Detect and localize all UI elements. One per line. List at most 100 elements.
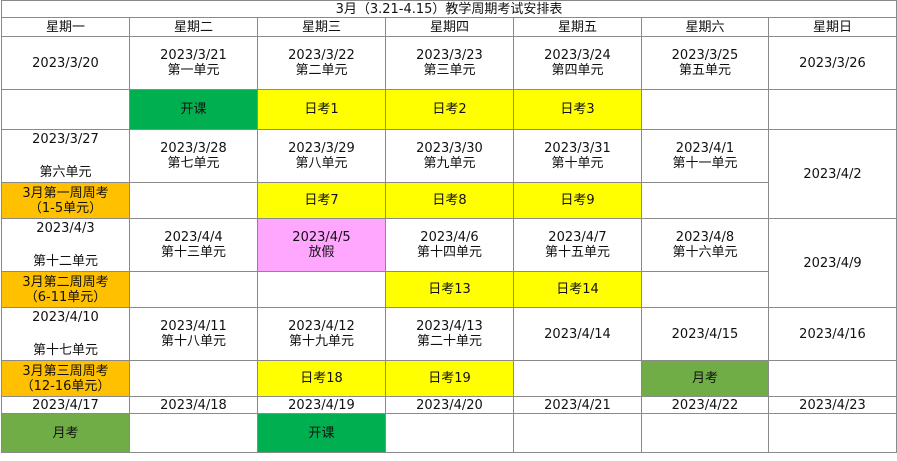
unit-text: 第十六单元 [672,245,738,260]
weekday-header: 星期一 [1,17,130,37]
event-cell [641,271,769,308]
event-cell [641,89,769,130]
date-cell: 2023/4/15 [641,307,769,361]
event-cell [129,182,258,219]
date-text: 2023/4/3 [36,221,95,236]
date-text: 2023/3/31 [544,141,611,156]
date-text: 2023/4/7 [548,230,607,245]
unit-text: 第七单元 [167,156,220,171]
unit-text: 第十九单元 [288,334,354,349]
date-text: 2023/3/30 [416,141,483,156]
date-text: 2023/3/25 [671,48,739,63]
date-text: 2023/3/22 [288,48,355,63]
event-text: 3月第二周周考 [22,274,109,290]
date-cell: 2023/4/7 第十五单元 [513,218,642,272]
date-cell: 2023/3/21 第一单元 [129,36,258,90]
event-cell-monthly-exam: 月考 [1,413,130,453]
event-range-text: （1-5单元） [28,200,103,216]
event-cell-daily-exam: 日考18 [257,360,386,397]
date-cell: 2023/4/9 [767,218,897,308]
date-text: 2023/4/9 [803,255,862,271]
event-text: 3月第一周周考 [22,185,109,201]
date-text: 2023/4/12 [288,319,355,334]
week4-event-row: 3月第三周周考 （12-16单元） 日考18 日考19 月考 [1,360,897,397]
week2-event-row: 3月第一周周考 （1-5单元） 日考7 日考8 日考9 [1,182,897,219]
date-cell: 2023/3/22 第二单元 [257,36,386,90]
event-cell [641,413,769,453]
event-cell-daily-exam: 日考2 [385,89,514,130]
event-cell-daily-exam: 日考13 [385,271,514,308]
event-cell-daily-exam: 日考19 [385,360,514,397]
weekday-header: 星期六 [641,17,769,37]
weekday-header: 星期四 [385,17,514,37]
date-cell: 2023/3/26 [767,36,897,90]
date-cell: 2023/4/13 第二十单元 [385,307,514,361]
event-cell [129,413,258,453]
date-text: 2023/4/14 [544,326,611,342]
unit-text: 第二十单元 [416,334,482,349]
date-text: 2023/4/16 [799,326,866,342]
date-cell: 2023/4/14 [513,307,642,361]
event-cell [641,182,769,219]
unit-text: 第四单元 [551,63,604,78]
event-cell-weekly-exam: 3月第一周周考 （1-5单元） [1,182,130,219]
date-text: 2023/4/1 [675,141,735,156]
event-cell-daily-exam: 日考14 [513,271,642,308]
date-text: 2023/4/4 [164,230,223,245]
date-cell: 2023/4/17 [1,396,130,414]
date-text: 2023/4/10 [32,310,99,325]
unit-text: 第十二单元 [32,254,98,269]
date-text: 2023/3/21 [160,48,227,63]
date-text: 2023/3/26 [799,55,866,71]
date-text: 2023/4/8 [675,230,735,245]
date-cell: 2023/4/6 第十四单元 [385,218,514,272]
date-cell: 2023/4/12 第十九单元 [257,307,386,361]
week2-date-row: 2023/3/27 第六单元 2023/3/28 第七单元 2023/3/29 第八单… [1,129,897,219]
date-cell: 2023/4/22 [641,396,769,414]
week5-date-row: 2023/4/17 2023/4/18 2023/4/19 2023/4/20 … [1,396,897,414]
event-cell [513,413,642,453]
unit-text: 第十单元 [551,156,604,171]
week5-event-row: 月考 开课 [1,413,897,453]
date-cell: 2023/3/29 第八单元 [257,129,386,183]
unit-text: 第十三单元 [160,245,226,260]
date-cell: 2023/4/11 第十八单元 [129,307,258,361]
date-text: 2023/3/23 [416,48,483,63]
date-cell: 2023/3/31 第十单元 [513,129,642,183]
event-text: 3月第三周周考 [22,363,109,379]
event-range-text: （6-11单元） [24,289,107,305]
date-text: 2023/3/28 [160,141,227,156]
week4-date-row: 2023/4/10 第十七单元 2023/4/11 第十八单元 2023/4/12 第… [1,307,897,361]
event-cell-start: 开课 [257,413,386,453]
date-text: 2023/3/24 [544,48,611,63]
date-cell: 2023/4/10 第十七单元 [1,307,130,361]
unit-text: 第十四单元 [416,245,482,260]
unit-text: 第十七单元 [32,343,98,358]
event-cell-daily-exam: 日考8 [385,182,514,219]
date-cell: 2023/4/2 [767,129,897,219]
date-cell: 2023/4/3 第十二单元 [1,218,130,272]
event-cell [767,89,897,130]
weekday-header: 星期五 [513,17,642,37]
unit-text: 第九单元 [423,156,476,171]
date-cell: 2023/4/16 [767,307,897,361]
weekday-header: 星期日 [767,17,897,37]
event-cell-daily-exam: 日考3 [513,89,642,130]
event-cell [257,271,386,308]
date-text: 2023/4/15 [671,326,739,342]
date-cell: 2023/3/27 第六单元 [1,129,130,183]
week1-event-row: 开课 日考1 日考2 日考3 [1,89,897,130]
unit-text: 第三单元 [423,63,476,78]
date-cell: 2023/4/20 [385,396,514,414]
date-cell: 2023/4/23 [767,396,897,414]
date-cell: 2023/3/23 第三单元 [385,36,514,90]
event-cell-daily-exam: 日考7 [257,182,386,219]
date-text: 2023/4/11 [160,319,227,334]
weekday-header-row: 星期一 星期二 星期三 星期四 星期五 星期六 星期日 [1,17,897,37]
date-text: 2023/4/13 [416,319,483,334]
date-cell: 2023/3/20 [1,36,130,90]
unit-text: 第六单元 [39,165,92,180]
event-cell-monthly-exam: 月考 [641,360,769,397]
week3-date-row: 2023/4/3 第十二单元 2023/4/4 第十三单元 2023/4/5 放假 2… [1,218,897,308]
date-cell: 2023/4/1 第十一单元 [641,129,769,183]
